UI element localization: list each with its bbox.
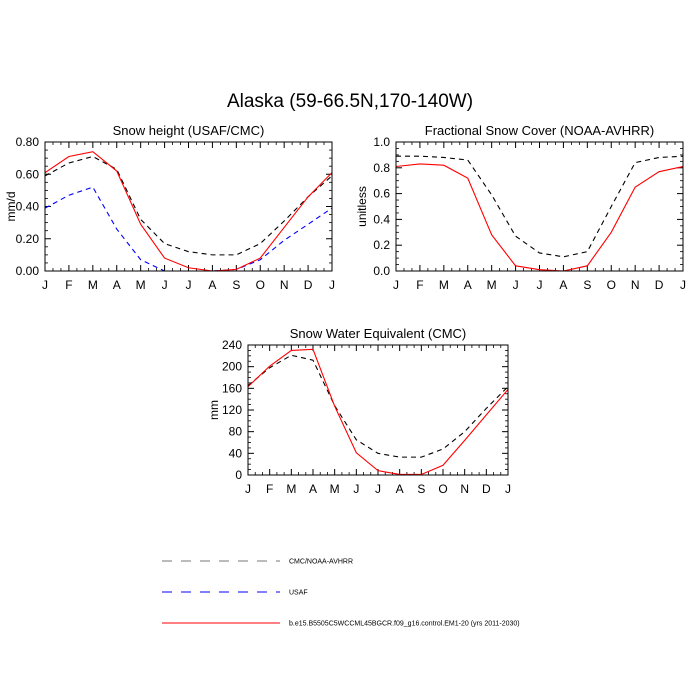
series-line [45,155,332,256]
x-tick-label: A [309,482,317,496]
x-tick-label: M [136,278,146,292]
x-tick-label: D [655,278,664,292]
chart-snow-water-equivalent: Snow Water Equivalent (CMC)J F M A M J J A S O N D J… [207,326,511,496]
plot-frame [44,141,333,272]
y-tick-label: 0.2 [373,238,390,252]
x-tick-label: A [396,482,404,496]
x-tick-label: M [330,482,340,496]
panel-title: Snow Water Equivalent (CMC) [290,326,467,341]
figure-title: Alaska (59-66.5N,170-140W) [227,91,473,112]
series-line [45,151,332,271]
panel-title: Fractional Snow Cover (NOAA-AVHRR) [425,123,654,138]
y-tick-label: 0.60 [16,167,40,181]
chart-fractional-snow-cover: Fractional Snow Cover (NOAA-AVHRR) J F M A M J… [355,123,686,292]
legend-label: CMC/NOAA-AVHRR [289,559,353,566]
x-tick-label: J [353,482,359,496]
x-tick-label: F [266,482,273,496]
y-axis-label: unitless [355,186,369,227]
x-tick-label: O [607,278,616,292]
x-tick-label: N [280,278,289,292]
y-tick-label: 0.20 [16,232,40,246]
y-tick-label: 0.40 [16,200,40,214]
legend-label: b.e15.B5505C5WCCML45BGCR.f09_g16.control… [289,621,520,628]
plot-frame [247,344,509,476]
x-tick-label: A [559,278,567,292]
x-tick-label: J [537,278,543,292]
x-tick-label: J [375,482,381,496]
x-tick-label: M [286,482,296,496]
y-tick-label: 160 [222,381,242,395]
y-tick-label: 0.8 [373,161,390,175]
y-tick-label: 1.0 [373,135,390,149]
x-tick-label: J [245,482,251,496]
x-tick-label: M [487,278,497,292]
x-tick-label: J [186,278,192,292]
x-tick-label: J [393,278,399,292]
x-tick-label: F [416,278,423,292]
y-tick-label: 200 [222,360,242,374]
y-tick-label: 0.0 [373,264,390,278]
x-tick-label: J [680,278,686,292]
x-tick-label: J [329,278,335,292]
x-tick-label: O [256,278,265,292]
y-tick-label: 0.4 [373,212,390,226]
x-tick-label: D [482,482,491,496]
y-axis-label: mm [207,400,221,420]
x-tick-label: D [304,278,313,292]
y-tick-label: 120 [222,403,242,417]
series-line [248,354,508,458]
x-tick-label: J [513,278,519,292]
y-axis-label: mm/d [4,192,18,222]
x-tick-label: S [232,278,240,292]
y-tick-label: 40 [229,446,243,460]
x-tick-label: A [113,278,121,292]
y-tick-label: 80 [229,425,243,439]
series-line [248,348,508,475]
x-tick-label: N [631,278,640,292]
series-line [396,163,683,271]
legend-label: USAF [289,590,308,597]
x-tick-label: S [583,278,591,292]
x-tick-label: J [162,278,168,292]
y-tick-label: 240 [222,338,242,352]
plot-frame [395,141,684,272]
x-tick-label: M [88,278,98,292]
x-tick-label: M [439,278,449,292]
y-tick-label: 0.80 [16,135,40,149]
x-tick-label: A [208,278,216,292]
panel-title: Snow height (USAF/CMC) [113,123,265,138]
x-tick-label: A [464,278,472,292]
x-tick-label: S [417,482,425,496]
x-tick-label: J [42,278,48,292]
x-tick-label: J [505,482,511,496]
series-line [396,155,683,258]
x-tick-label: O [438,482,447,496]
y-tick-label: 0.00 [16,264,40,278]
x-tick-label: N [460,482,469,496]
y-tick-label: 0.6 [373,187,390,201]
legend: CMC/NOAA-AVHRR USAF b.e15.B5505C5WCCML45BG… [162,559,520,628]
x-tick-label: F [65,278,72,292]
y-tick-label: 0 [235,468,242,482]
chart-snow-height: Snow height (USAF/CMC)J F M A M J J A S O N D J0.000… [4,123,335,292]
